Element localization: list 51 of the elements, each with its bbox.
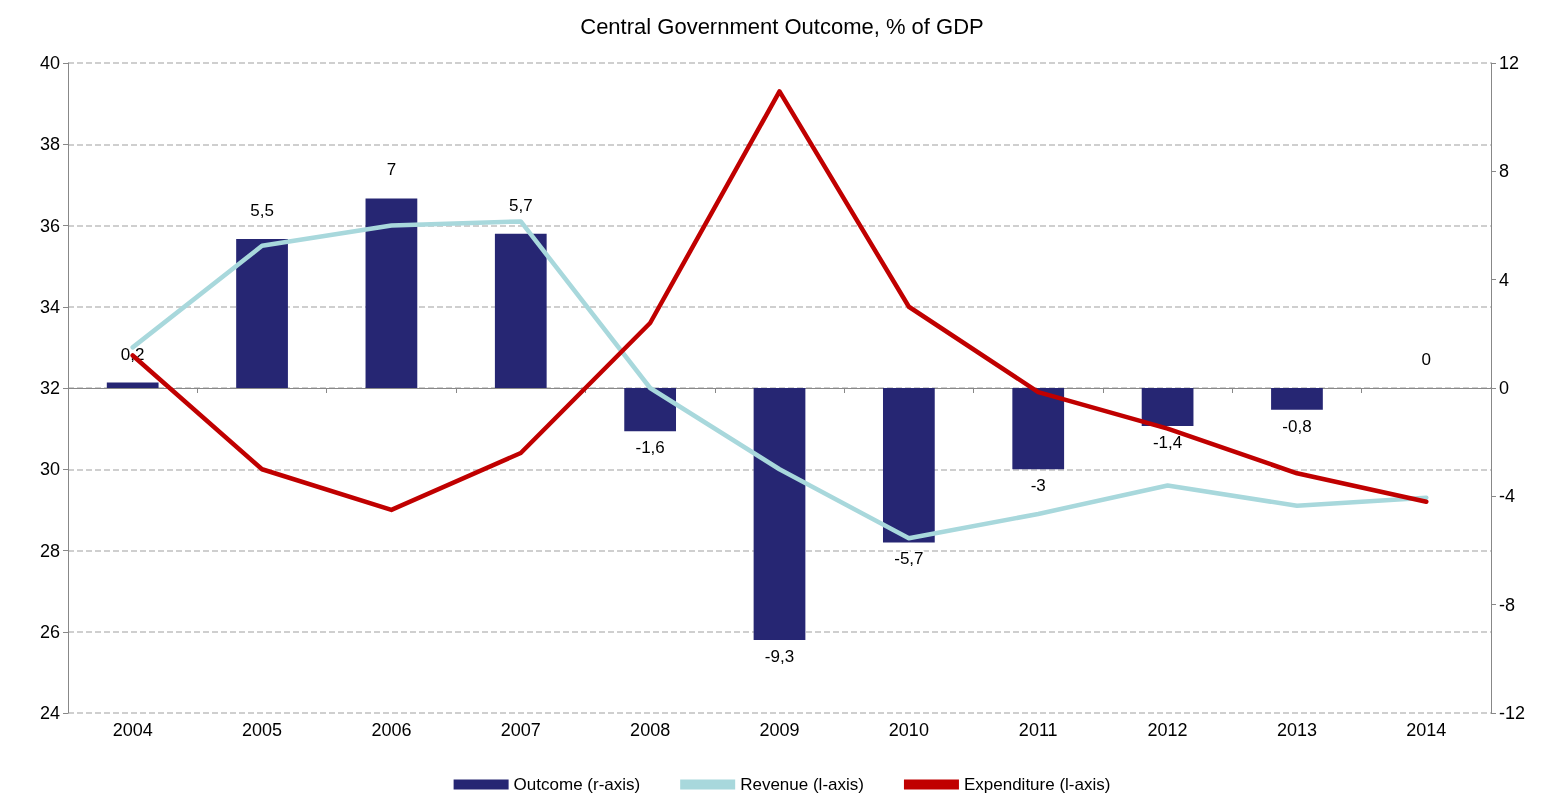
data-label: -1,4 bbox=[1152, 432, 1183, 452]
data-label: -1,6 bbox=[635, 438, 665, 458]
bar bbox=[1012, 388, 1065, 470]
y-tick-label: 34 bbox=[39, 296, 60, 317]
legend-label: Outcome (r-axis) bbox=[513, 775, 641, 794]
y2-tick-label: -4 bbox=[1499, 486, 1516, 507]
data-label: 0 bbox=[1421, 350, 1432, 369]
y2-tick-label: 4 bbox=[1499, 269, 1510, 290]
legend-label: Expenditure (l-axis) bbox=[963, 775, 1111, 794]
data-label: 5,7 bbox=[508, 195, 533, 215]
bar bbox=[882, 388, 935, 543]
x-tick-label: 2007 bbox=[500, 720, 541, 740]
x-tick-label: 2011 bbox=[1018, 720, 1058, 740]
bar bbox=[753, 388, 806, 640]
y-tick-label: 40 bbox=[39, 53, 60, 73]
x-tick-label: 2005 bbox=[242, 720, 283, 740]
y2-tick-label: 8 bbox=[1499, 161, 1510, 182]
data-label: 5,5 bbox=[250, 201, 274, 221]
y-tick-label: 26 bbox=[39, 621, 60, 642]
y2-tick-label: 12 bbox=[1499, 53, 1520, 73]
y-tick-label: 36 bbox=[39, 215, 60, 236]
x-tick-label: 2008 bbox=[630, 720, 671, 740]
data-label: 7 bbox=[386, 160, 397, 180]
y-tick-label: 32 bbox=[39, 378, 60, 398]
data-label: -5,7 bbox=[894, 549, 924, 569]
data-label: -3 bbox=[1030, 476, 1046, 496]
data-label: -0,8 bbox=[1282, 416, 1312, 436]
x-tick-label: 2013 bbox=[1276, 720, 1317, 740]
bar bbox=[365, 198, 418, 388]
y-tick-label: 38 bbox=[39, 134, 60, 155]
x-tick-label: 2006 bbox=[371, 720, 412, 740]
x-tick-label: 2009 bbox=[759, 720, 800, 740]
bar bbox=[494, 233, 547, 388]
chart-title: Central Government Outcome, % of GDP bbox=[580, 13, 984, 39]
y-tick-label: 24 bbox=[39, 703, 60, 723]
y-tick-label: 28 bbox=[39, 540, 60, 561]
y2-tick-label: -8 bbox=[1499, 594, 1516, 615]
data-label: -9,3 bbox=[764, 646, 795, 666]
legend-label: Revenue (l-axis) bbox=[740, 775, 864, 794]
y2-tick-label: -12 bbox=[1499, 703, 1526, 723]
x-tick-label: 2010 bbox=[888, 720, 929, 740]
bar bbox=[624, 388, 677, 432]
y2-tick-label: 0 bbox=[1499, 378, 1510, 398]
x-tick-label: 2014 bbox=[1406, 720, 1447, 740]
x-tick-label: 2012 bbox=[1147, 720, 1188, 740]
bar bbox=[106, 382, 159, 388]
bar bbox=[1141, 388, 1194, 426]
bar bbox=[236, 239, 288, 388]
x-tick-label: 2004 bbox=[112, 720, 153, 740]
bar bbox=[1271, 388, 1323, 410]
y-tick-label: 30 bbox=[39, 459, 60, 480]
